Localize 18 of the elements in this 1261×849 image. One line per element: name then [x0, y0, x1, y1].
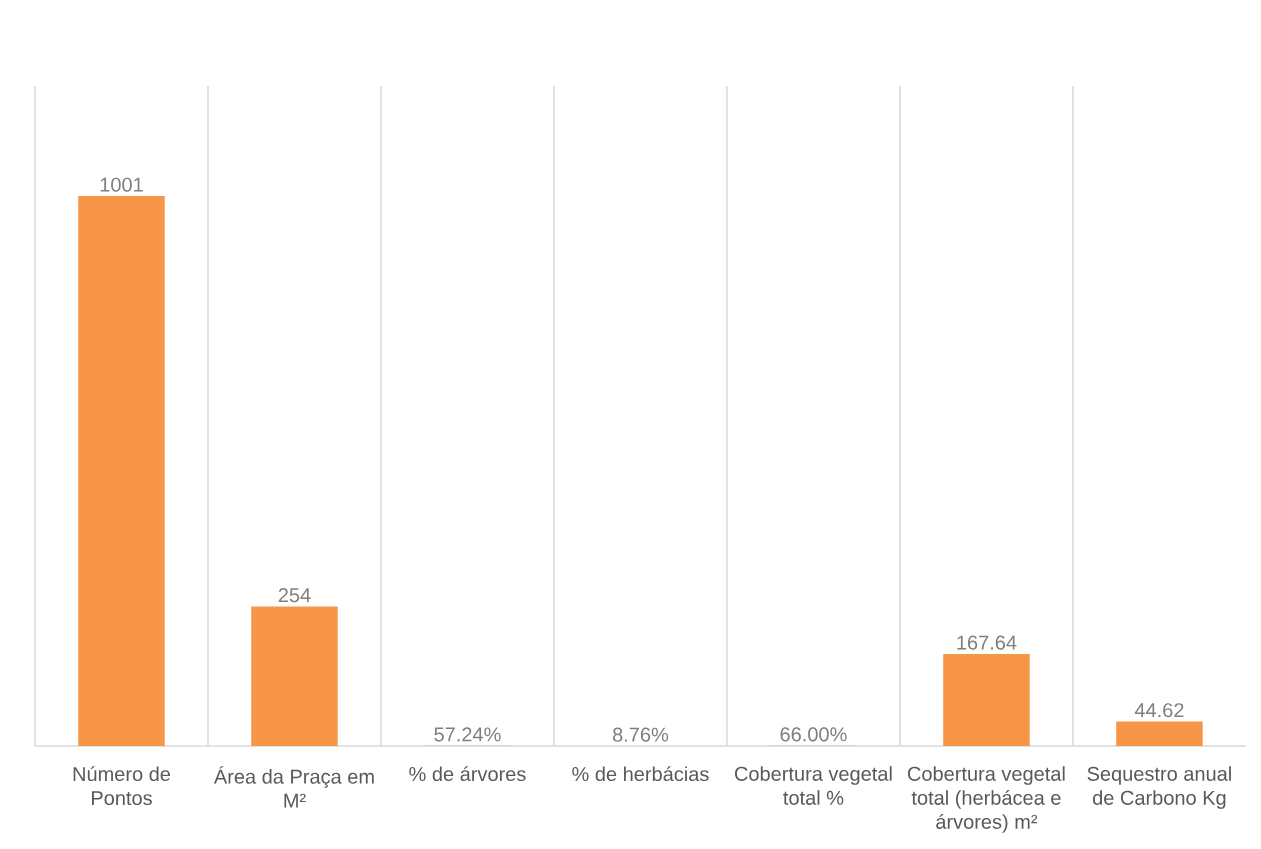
- data-label: 167.64: [957, 635, 1017, 650]
- x-tick-label: Número de Pontos: [73, 766, 171, 806]
- x-tick-label: Cobertura vegetal total (herbácea e árvores) m²: [907, 766, 1065, 833]
- x-tick-label: Cobertura vegetal total %: [734, 766, 892, 805]
- x-tick-label: Sequestro anual de Carbono Kg: [1087, 766, 1231, 809]
- bar: [78, 195, 165, 746]
- bar: [1116, 721, 1203, 746]
- data-label: 44.62: [1134, 703, 1184, 718]
- data-label: 254: [278, 588, 311, 603]
- x-tick-label: % de herbácias: [572, 766, 709, 782]
- x-tick-label: Área da Praça em M²: [213, 766, 374, 808]
- bar: [943, 653, 1030, 746]
- data-label: 8.76%: [612, 727, 669, 742]
- data-label: 1001: [100, 177, 143, 192]
- x-tick-label: % de árvores: [409, 766, 526, 782]
- data-label: 66.00%: [780, 727, 847, 742]
- data-label: 57.24%: [434, 727, 501, 742]
- bar: [251, 606, 338, 746]
